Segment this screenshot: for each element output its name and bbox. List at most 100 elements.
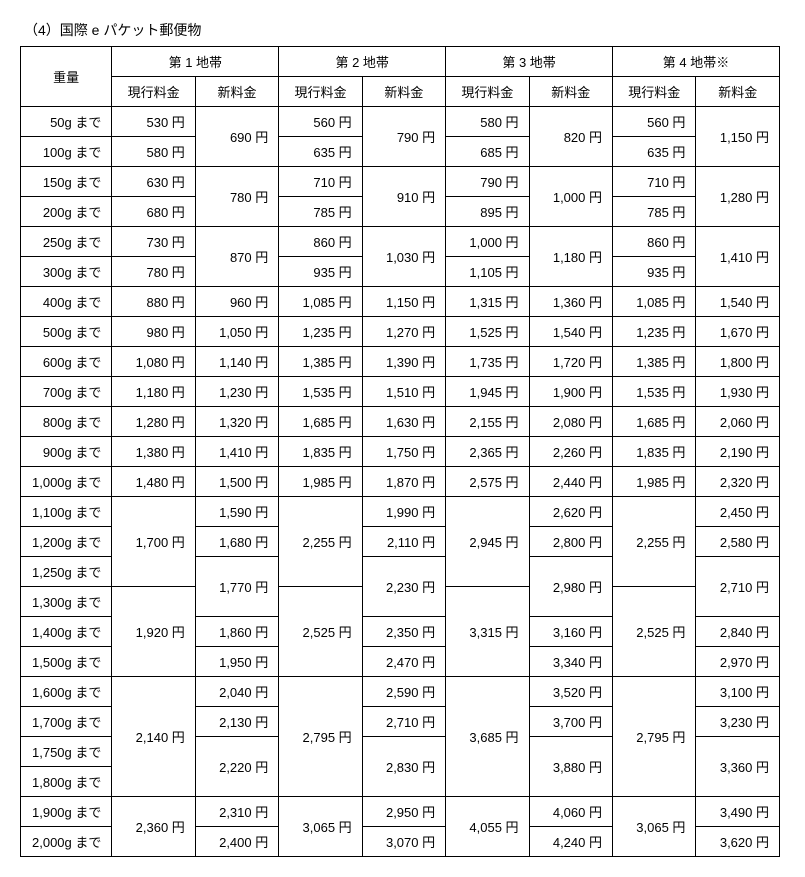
price-cell: 1,735 円 (446, 347, 529, 377)
price-cell: 860 円 (613, 227, 696, 257)
price-cell: 2,440 円 (529, 467, 612, 497)
sub-new: 新料金 (195, 77, 278, 107)
table-row: 700g まで1,180 円1,230 円1,535 円1,510 円1,945… (21, 377, 780, 407)
price-cell: 910 円 (362, 167, 445, 227)
price-cell: 2,230 円 (362, 557, 445, 617)
weight-cell: 1,750g まで (21, 737, 112, 767)
price-cell: 2,580 円 (696, 527, 780, 557)
weight-cell: 100g まで (21, 137, 112, 167)
price-cell: 2,470 円 (362, 647, 445, 677)
price-cell: 2,140 円 (112, 677, 195, 797)
price-cell: 3,230 円 (696, 707, 780, 737)
price-cell: 2,980 円 (529, 557, 612, 617)
sub-current: 現行料金 (613, 77, 696, 107)
price-cell: 2,255 円 (279, 497, 362, 587)
price-cell: 1,315 円 (446, 287, 529, 317)
price-cell: 630 円 (112, 167, 195, 197)
price-cell: 1,540 円 (696, 287, 780, 317)
weight-cell: 1,100g まで (21, 497, 112, 527)
price-cell: 935 円 (613, 257, 696, 287)
table-body: 50g まで530 円690 円560 円790 円580 円820 円560 … (21, 107, 780, 857)
price-cell: 2,970 円 (696, 647, 780, 677)
price-cell: 2,040 円 (195, 677, 278, 707)
price-cell: 560 円 (613, 107, 696, 137)
price-cell: 3,880 円 (529, 737, 612, 797)
weight-cell: 50g まで (21, 107, 112, 137)
price-cell: 820 円 (529, 107, 612, 167)
price-cell: 3,620 円 (696, 827, 780, 857)
weight-cell: 200g まで (21, 197, 112, 227)
price-cell: 780 円 (112, 257, 195, 287)
price-cell: 1,410 円 (195, 437, 278, 467)
price-cell: 1,990 円 (362, 497, 445, 527)
price-cell: 1,590 円 (195, 497, 278, 527)
price-cell: 3,685 円 (446, 677, 529, 797)
price-cell: 1,750 円 (362, 437, 445, 467)
price-cell: 1,150 円 (362, 287, 445, 317)
weight-cell: 150g まで (21, 167, 112, 197)
price-cell: 730 円 (112, 227, 195, 257)
price-cell: 3,360 円 (696, 737, 780, 797)
weight-cell: 2,000g まで (21, 827, 112, 857)
sub-current: 現行料金 (279, 77, 362, 107)
weight-cell: 300g まで (21, 257, 112, 287)
price-cell: 1,085 円 (279, 287, 362, 317)
weight-cell: 1,400g まで (21, 617, 112, 647)
price-cell: 960 円 (195, 287, 278, 317)
price-cell: 1,835 円 (279, 437, 362, 467)
price-cell: 785 円 (613, 197, 696, 227)
weight-cell: 1,200g まで (21, 527, 112, 557)
weight-cell: 700g まで (21, 377, 112, 407)
price-cell: 2,360 円 (112, 797, 195, 857)
table-row: 800g まで1,280 円1,320 円1,685 円1,630 円2,155… (21, 407, 780, 437)
price-cell: 690 円 (195, 107, 278, 167)
table-row: 250g まで730 円870 円860 円1,030 円1,000 円1,18… (21, 227, 780, 257)
price-cell: 1,835 円 (613, 437, 696, 467)
price-cell: 1,270 円 (362, 317, 445, 347)
price-cell: 790 円 (446, 167, 529, 197)
table-row: 1,600g まで2,140 円2,040 円2,795 円2,590 円3,6… (21, 677, 780, 707)
price-cell: 1,930 円 (696, 377, 780, 407)
price-cell: 1,985 円 (613, 467, 696, 497)
price-cell: 790 円 (362, 107, 445, 167)
price-cell: 1,000 円 (446, 227, 529, 257)
weight-cell: 500g まで (21, 317, 112, 347)
table-row: 400g まで880 円960 円1,085 円1,150 円1,315 円1,… (21, 287, 780, 317)
price-cell: 2,590 円 (362, 677, 445, 707)
price-cell: 1,080 円 (112, 347, 195, 377)
sub-new: 新料金 (696, 77, 780, 107)
sub-current: 現行料金 (446, 77, 529, 107)
price-cell: 1,540 円 (529, 317, 612, 347)
price-cell: 785 円 (279, 197, 362, 227)
price-cell: 1,985 円 (279, 467, 362, 497)
price-cell: 1,030 円 (362, 227, 445, 287)
sub-new: 新料金 (362, 77, 445, 107)
price-cell: 1,860 円 (195, 617, 278, 647)
price-cell: 710 円 (279, 167, 362, 197)
price-cell: 2,080 円 (529, 407, 612, 437)
price-cell: 3,070 円 (362, 827, 445, 857)
price-cell: 1,360 円 (529, 287, 612, 317)
weight-cell: 800g まで (21, 407, 112, 437)
weight-cell: 250g まで (21, 227, 112, 257)
price-cell: 1,535 円 (613, 377, 696, 407)
price-cell: 3,490 円 (696, 797, 780, 827)
price-cell: 2,950 円 (362, 797, 445, 827)
price-cell: 1,945 円 (446, 377, 529, 407)
price-cell: 2,255 円 (613, 497, 696, 587)
rate-table: 重量 第 1 地帯 第 2 地帯 第 3 地帯 第 4 地帯※ 現行料金 新料金… (20, 46, 780, 857)
price-cell: 2,800 円 (529, 527, 612, 557)
sub-current: 現行料金 (112, 77, 195, 107)
price-cell: 2,945 円 (446, 497, 529, 587)
price-cell: 1,535 円 (279, 377, 362, 407)
price-cell: 780 円 (195, 167, 278, 227)
price-cell: 2,310 円 (195, 797, 278, 827)
weight-cell: 400g まで (21, 287, 112, 317)
table-row: 1,100g まで1,700 円1,590 円2,255 円1,990 円2,9… (21, 497, 780, 527)
price-cell: 2,840 円 (696, 617, 780, 647)
table-row: 500g まで980 円1,050 円1,235 円1,270 円1,525 円… (21, 317, 780, 347)
price-cell: 870 円 (195, 227, 278, 287)
price-cell: 1,510 円 (362, 377, 445, 407)
price-cell: 1,140 円 (195, 347, 278, 377)
price-cell: 560 円 (279, 107, 362, 137)
